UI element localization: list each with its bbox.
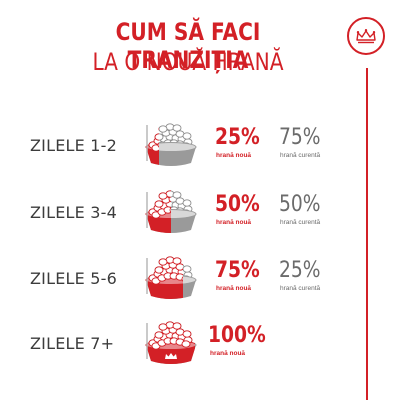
new-food-percent: 25% <box>215 125 260 150</box>
food-bowl-icon <box>145 256 197 299</box>
step-days-label: ZILELE 3-4 <box>30 203 117 222</box>
food-bowl-icon <box>145 123 197 166</box>
step-row: ZILELE 7+ 100% hrană nouă <box>0 313 366 373</box>
page-subtitle: LA O NOUĂ HRANĂ <box>92 48 284 76</box>
divider-line <box>366 68 368 400</box>
current-food-percent: 75% <box>279 125 321 150</box>
current-food-percent: 25% <box>279 258 321 283</box>
current-food-label: hrană curentă <box>280 219 321 226</box>
step-row: ZILELE 5-6 75% hrană nouă 25% hrană cure… <box>0 248 366 308</box>
current-food-percent: 50% <box>279 192 321 217</box>
brand-badge <box>347 17 385 55</box>
current-food-label: hrană curentă <box>280 152 321 159</box>
new-food-percent: 75% <box>215 258 260 283</box>
page-title: CUM SĂ FACI TRANZIȚIA <box>115 18 261 74</box>
new-food-label: hrană nouă <box>216 152 252 159</box>
new-food-percent: 100% <box>208 323 266 348</box>
food-bowl-icon <box>145 321 197 364</box>
new-food-percent: 50% <box>215 192 260 217</box>
step-row: ZILELE 3-4 50% hrană nouă 50% hrană cure… <box>0 182 366 242</box>
current-food-label: hrană curentă <box>280 285 321 292</box>
food-bowl-icon <box>145 190 197 233</box>
new-food-label: hrană nouă <box>216 285 252 292</box>
bowl-crown-icon <box>165 353 177 359</box>
step-days-label: ZILELE 1-2 <box>30 136 117 155</box>
step-days-label: ZILELE 5-6 <box>30 269 117 288</box>
step-days-label: ZILELE 7+ <box>30 334 115 353</box>
royal-canin-crown-icon <box>356 29 376 44</box>
new-food-label: hrană nouă <box>210 350 246 357</box>
new-food-label: hrană nouă <box>216 219 252 226</box>
step-row: ZILELE 1-2 25% hrană nouă 75% hrană cure… <box>0 115 366 175</box>
